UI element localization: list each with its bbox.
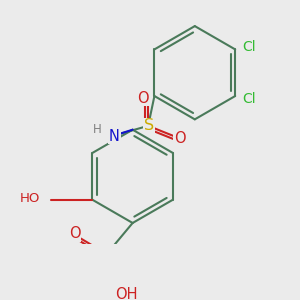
Text: H: H xyxy=(93,123,102,136)
Text: OH: OH xyxy=(115,287,137,300)
Text: Cl: Cl xyxy=(243,92,256,106)
Text: O: O xyxy=(69,226,80,242)
Text: Cl: Cl xyxy=(243,40,256,54)
Text: S: S xyxy=(144,118,154,133)
Text: O: O xyxy=(174,131,186,146)
Text: N: N xyxy=(109,129,120,144)
Text: HO: HO xyxy=(20,192,40,205)
Text: O: O xyxy=(137,91,149,106)
